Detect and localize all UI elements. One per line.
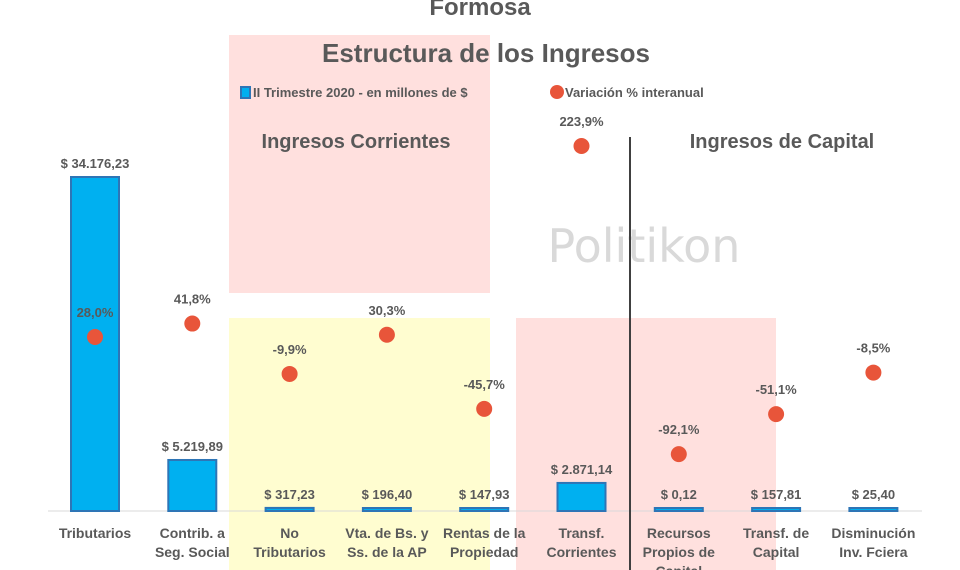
category-label: Propios de <box>643 544 716 560</box>
variation-label: -92,1% <box>658 422 700 437</box>
category-label: Tributarios <box>59 525 132 541</box>
category-label: Tributarios <box>253 544 326 560</box>
bar <box>653 507 704 512</box>
bar <box>459 507 510 512</box>
category-label: Transf. <box>559 525 605 541</box>
category-label: Capital <box>655 563 702 570</box>
super-title: Formosa <box>429 0 531 21</box>
variation-label: -8,5% <box>856 341 890 356</box>
variation-dot <box>184 315 201 332</box>
highlight-yellow <box>229 318 490 570</box>
variation-dot <box>476 400 493 417</box>
category-label: Inv. Fciera <box>839 544 907 560</box>
category-label: Vta. de Bs. y <box>345 525 428 541</box>
bar-value-label: $ 157,81 <box>751 487 802 502</box>
bar <box>556 481 607 512</box>
highlight-corrientes-title <box>229 35 490 293</box>
legend-bar-label: II Trimestre 2020 - en millones de $ <box>253 85 468 100</box>
watermark: Politikon <box>548 219 741 273</box>
bar <box>848 507 899 512</box>
category-label: No <box>280 525 299 541</box>
variation-label: -9,9% <box>273 342 307 357</box>
bar-value-label: $ 5.219,89 <box>162 439 223 454</box>
variation-dot <box>281 365 298 382</box>
category-label: Ss. de la AP <box>347 544 427 560</box>
category-label: Capital <box>753 544 800 560</box>
variation-dot <box>670 446 687 463</box>
bar-value-label: $ 317,23 <box>264 487 315 502</box>
bar <box>264 506 315 512</box>
bar-value-label: $ 147,93 <box>459 487 510 502</box>
variation-label: -51,1% <box>755 382 797 397</box>
category-label: Corrientes <box>546 544 616 560</box>
bar <box>167 458 218 512</box>
variation-dot <box>87 329 103 345</box>
variation-label: 223,9% <box>559 114 604 129</box>
category-label: Transf. de <box>743 525 809 541</box>
section-label-corrientes: Ingresos Corrientes <box>262 131 451 153</box>
variation-label: 30,3% <box>368 303 405 318</box>
bar-value-label: $ 2.871,14 <box>551 462 613 477</box>
variation-label: 28,0% <box>77 305 114 320</box>
bar <box>361 507 412 512</box>
bar-value-label: $ 34.176,23 <box>61 156 130 171</box>
category-label: Contrib. a <box>160 525 226 541</box>
bar-value-label: $ 25,40 <box>852 487 895 502</box>
legend-dot-swatch <box>550 85 564 99</box>
variation-dot <box>865 364 882 381</box>
variation-dot <box>378 326 395 343</box>
bar <box>751 507 802 512</box>
category-label: Propiedad <box>450 544 518 560</box>
legend-dot-label: Variación % interanual <box>565 85 704 100</box>
category-label: Disminución <box>831 525 915 541</box>
category-label: Recursos <box>647 525 711 541</box>
variation-dot <box>573 137 590 154</box>
variation-dot <box>768 406 785 423</box>
bar-value-label: $ 0,12 <box>661 487 697 502</box>
legend-bar-swatch <box>240 86 251 99</box>
chart-title: Estructura de los Ingresos <box>322 38 650 68</box>
category-label: Rentas de la <box>443 525 526 541</box>
variation-label: -45,7% <box>464 377 506 392</box>
highlight-pink <box>516 318 776 570</box>
bar-value-label: $ 196,40 <box>362 487 413 502</box>
section-label-capital: Ingresos de Capital <box>690 131 875 153</box>
variation-label: 41,8% <box>174 292 211 307</box>
category-label: Seg. Social <box>155 544 230 560</box>
